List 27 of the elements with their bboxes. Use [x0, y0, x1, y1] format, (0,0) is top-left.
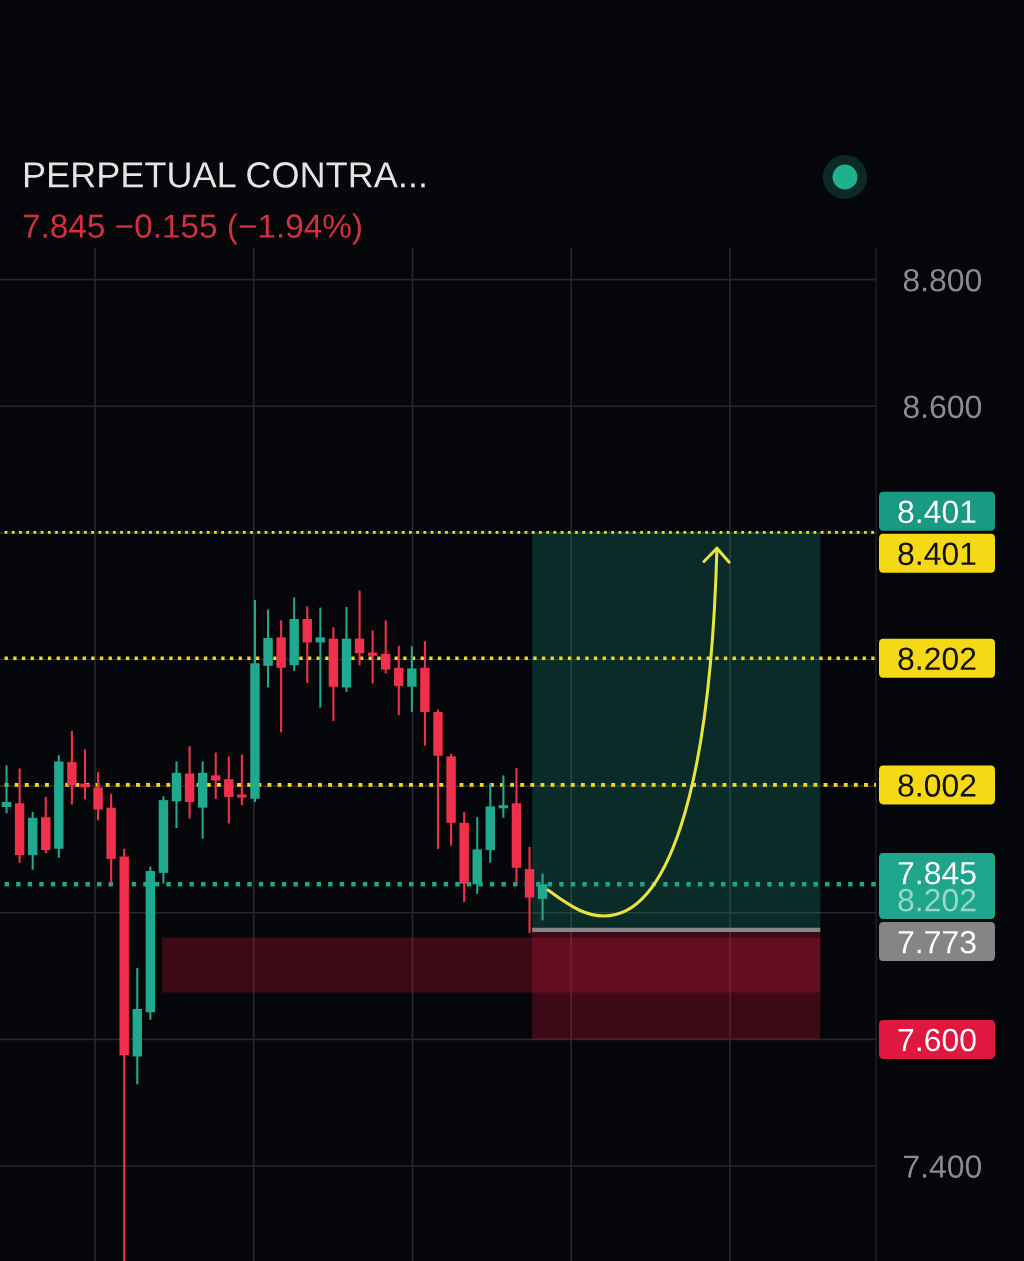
candlestick [315, 606, 326, 709]
band-label: 8.401 [898, 500, 976, 524]
ref-line-label: 8.401 [898, 542, 976, 566]
band-label: 7.600 [898, 1028, 976, 1052]
chart-subtitle: 7.845 −0.155 (−1.94%) [23, 213, 361, 245]
candlestick [1, 764, 12, 815]
text: 8.202 [898, 888, 976, 912]
candlestick [394, 644, 404, 717]
chart-title: PERPETUAL CONTRA... [24, 162, 425, 188]
candlestick [498, 774, 509, 819]
ref-line-label: 7.773 [898, 930, 976, 954]
candlestick [407, 645, 417, 714]
ref-line-label: 8.202 [898, 647, 976, 671]
y-tick-label: 8.600 [903, 395, 982, 419]
y-tick-label: 8.800 [903, 268, 982, 292]
candlestick [380, 619, 391, 675]
candlestick [93, 771, 103, 822]
candlestick [367, 629, 378, 685]
candlestick [211, 751, 221, 800]
y-tick-label: 7.400 [904, 1155, 982, 1178]
candlestick [224, 755, 234, 825]
ref-line-label: 7.845 [898, 861, 976, 885]
candlestick [354, 589, 365, 667]
ref-line-label: 8.002 [898, 774, 976, 797]
candlestick [302, 605, 312, 684]
candlestick [237, 753, 247, 807]
candlestick [67, 730, 77, 806]
